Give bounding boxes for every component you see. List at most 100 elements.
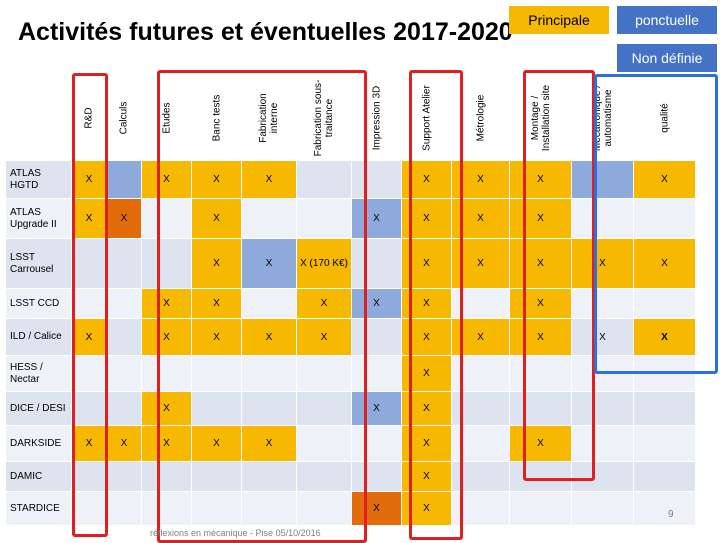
table-cell [71,461,107,492]
table-cell [296,160,352,199]
table-cell [571,288,634,319]
table-cell: X [351,198,402,239]
col-header-label: Etudes [161,102,172,134]
table-cell: X [451,318,510,356]
table-cell: X [241,160,297,199]
table-cell [571,391,634,426]
table-cell [106,238,142,289]
table-cell [509,461,572,492]
table-cell: X [191,160,242,199]
table-cell [191,355,242,392]
table-cell: X [141,160,192,199]
table-cell [451,491,510,526]
table-cell: X [141,318,192,356]
col-header: Montage / Installation site [509,75,572,161]
table-row: DICE / DESI X X X [5,391,696,426]
table-cell [141,491,192,526]
col-header-label: Calculs [118,101,130,135]
table-cell: X [401,425,452,462]
table-cell [509,491,572,526]
col-header: Métrologie [451,75,510,161]
activities-table: R&D Calculs Etudes Banc tests Fabricatio… [5,75,696,526]
table-cell [296,355,352,392]
table-cell: X [509,238,572,289]
table-cell: X [451,198,510,239]
table-cell: X [106,198,142,239]
table-cell: X [71,198,107,239]
table-cell [633,198,696,239]
table-cell: X [351,391,402,426]
table-cell: X [401,160,452,199]
table-cell: X [191,425,242,462]
table-cell [191,491,242,526]
table-cell [571,491,634,526]
table-cell: X [571,318,634,356]
table-cell: X [509,425,572,462]
table-cell: X [71,160,107,199]
table-cell [509,355,572,392]
table-cell [633,491,696,526]
table-cell: X [71,318,107,356]
table-cell [71,288,107,319]
col-header-label: Montage / Installation site [529,84,552,152]
table-cell: X [241,238,297,289]
table-cell [106,391,142,426]
table-row: ATLAS Upgrade II X X X X X X X [5,198,696,239]
table-cell [106,160,142,199]
table-cell [241,461,297,492]
col-header: Calculs [106,75,142,161]
table-cell [296,425,352,462]
table-cell [241,491,297,526]
row-label: DAMIC [5,461,72,492]
table-cell [141,355,192,392]
table-cell: X [191,318,242,356]
table-cell [296,198,352,239]
col-header: qualité [633,75,696,161]
table-cell: X [401,355,452,392]
table-cell [451,425,510,462]
table-cell [191,461,242,492]
table-cell: X [141,425,192,462]
table-cell [71,355,107,392]
col-header-label: Banc tests [211,94,222,142]
table-row: DAMIC X [5,461,696,492]
table-cell [106,491,142,526]
table-cell: X [509,160,572,199]
table-cell [241,391,297,426]
col-header-label: qualité [659,103,670,133]
table-cell: X [106,425,142,462]
table-cell: X [571,238,634,289]
table-cell [571,198,634,239]
table-cell: X [451,160,510,199]
table-cell [141,238,192,289]
table-cell: X (170 K€) [296,238,352,289]
table-cell [451,355,510,392]
table-row: LSST CCD X X X X X X [5,288,696,319]
table-cell [106,318,142,356]
table-cell: X [401,238,452,289]
table-cell [106,355,142,392]
slide-footer: réflexions en mécanique - Pise 05/10/201… [150,528,321,538]
table-cell: X [401,391,452,426]
table-cell [351,238,402,289]
col-header: Support Atelier [401,75,452,161]
table-cell: X [141,391,192,426]
table-cell: X [241,318,297,356]
slide-title: Activités futures et éventuelles 2017-20… [18,18,513,46]
table-cell [296,391,352,426]
table-cell [296,491,352,526]
col-header-label: Fabrication sous-traitance [313,79,335,157]
table-cell [141,461,192,492]
table-cell [571,461,634,492]
table-cell [571,160,634,199]
table-cell [571,355,634,392]
table-cell: X [633,238,696,289]
table-cell [106,461,142,492]
table-cell: X [191,198,242,239]
legend-principale: Principale [509,6,609,34]
row-label: LSST CCD [5,288,72,319]
table-row: LSST Carrousel X X X (170 K€) X X X X X [5,238,696,289]
table-cell [241,288,297,319]
table-cell: X [191,288,242,319]
table-cell [141,198,192,239]
